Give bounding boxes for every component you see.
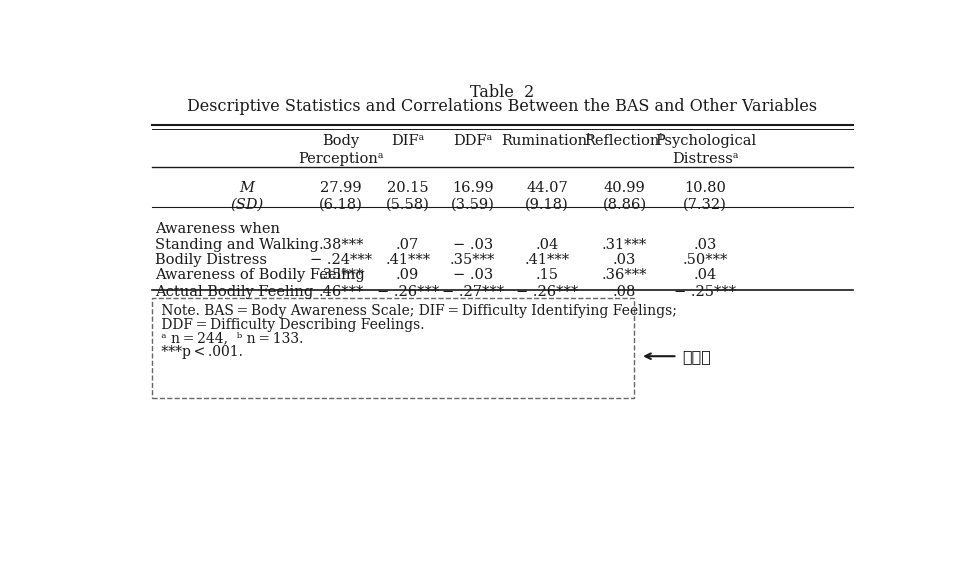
Text: 16.99: 16.99: [452, 181, 494, 195]
Text: Descriptive Statistics and Correlations Between the BAS and Other Variables: Descriptive Statistics and Correlations …: [187, 98, 817, 115]
Text: (3.59): (3.59): [451, 198, 495, 212]
Text: Reflectionᵇ: Reflectionᵇ: [584, 135, 665, 148]
Text: .41***: .41***: [524, 253, 569, 267]
Text: Bodily Distress: Bodily Distress: [155, 253, 267, 267]
Text: Body
Perceptionᵃ: Body Perceptionᵃ: [298, 135, 384, 166]
Text: 27.99: 27.99: [320, 181, 362, 195]
Text: ᵃ n = 244,  ᵇ n = 133.: ᵃ n = 244, ᵇ n = 133.: [157, 332, 303, 346]
Text: − .03: − .03: [453, 237, 493, 252]
Text: Awareness of Bodily Feeling: Awareness of Bodily Feeling: [155, 269, 365, 282]
Text: .35***: .35***: [450, 253, 496, 267]
Text: 20.15: 20.15: [387, 181, 428, 195]
Text: (6.18): (6.18): [319, 198, 363, 212]
Text: − .26***: − .26***: [376, 285, 439, 298]
Text: .03: .03: [613, 253, 636, 267]
Text: 40.99: 40.99: [604, 181, 646, 195]
Text: .03: .03: [694, 237, 717, 252]
Text: (8.86): (8.86): [603, 198, 647, 212]
Text: − .26***: − .26***: [516, 285, 578, 298]
Text: Note. BAS = Body Awareness Scale; DIF = Difficulty Identifying Feelings;: Note. BAS = Body Awareness Scale; DIF = …: [157, 304, 676, 318]
Text: Psychological
Distressᵃ: Psychological Distressᵃ: [655, 135, 756, 166]
Text: Table  2: Table 2: [470, 85, 534, 101]
Text: − .24***: − .24***: [310, 253, 372, 267]
Text: Awareness when: Awareness when: [155, 222, 280, 236]
Text: DDF = Difficulty Describing Feelings.: DDF = Difficulty Describing Feelings.: [157, 318, 424, 332]
Text: .31***: .31***: [602, 237, 648, 252]
Text: .35***: .35***: [318, 269, 364, 282]
Text: Ruminationᵇ: Ruminationᵇ: [501, 135, 593, 148]
Text: .04: .04: [536, 237, 559, 252]
Text: − .25***: − .25***: [674, 285, 736, 298]
Text: M: M: [239, 181, 254, 195]
Text: .04: .04: [694, 269, 717, 282]
Text: 10.80: 10.80: [684, 181, 726, 195]
Bar: [152, 298, 634, 398]
Text: (SD): (SD): [230, 198, 263, 212]
Text: .15: .15: [536, 269, 559, 282]
Text: 表の注: 表の注: [682, 348, 710, 364]
Text: .38***: .38***: [318, 237, 364, 252]
Text: − .03: − .03: [453, 269, 493, 282]
Text: .07: .07: [396, 237, 419, 252]
Text: Standing and Walking: Standing and Walking: [155, 237, 318, 252]
Text: Actual Bodily Feeling: Actual Bodily Feeling: [155, 285, 314, 298]
Text: DIFᵃ: DIFᵃ: [391, 135, 424, 148]
Text: .46***: .46***: [318, 285, 364, 298]
Text: ***p < .001.: ***p < .001.: [157, 346, 242, 359]
Text: DDFᵃ: DDFᵃ: [453, 135, 492, 148]
Text: (7.32): (7.32): [683, 198, 727, 212]
Text: .50***: .50***: [683, 253, 728, 267]
Text: .09: .09: [396, 269, 419, 282]
Text: (9.18): (9.18): [525, 198, 569, 212]
Text: .36***: .36***: [602, 269, 648, 282]
Text: .08: .08: [613, 285, 636, 298]
Text: (5.58): (5.58): [386, 198, 429, 212]
Text: .41***: .41***: [385, 253, 430, 267]
Text: − .27***: − .27***: [442, 285, 504, 298]
Text: 44.07: 44.07: [526, 181, 568, 195]
